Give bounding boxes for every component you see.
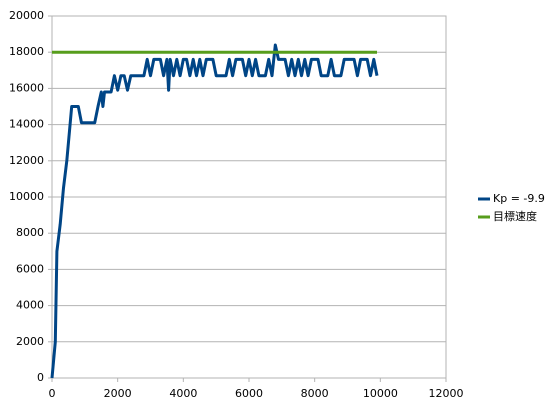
- x-tick-label: 8000: [301, 387, 329, 400]
- y-tick-label: 2000: [16, 335, 44, 348]
- x-tick-label: 2000: [104, 387, 132, 400]
- y-tick-label: 6000: [16, 262, 44, 275]
- y-tick-label: 10000: [9, 190, 44, 203]
- x-tick-label: 4000: [169, 387, 197, 400]
- y-tick-label: 0: [37, 371, 44, 384]
- y-tick-label: 14000: [9, 118, 44, 131]
- y-tick-label: 16000: [9, 81, 44, 94]
- x-tick-label: 6000: [235, 387, 263, 400]
- y-tick-label: 8000: [16, 226, 44, 239]
- x-tick-label: 12000: [429, 387, 464, 400]
- y-tick-label: 20000: [9, 9, 44, 22]
- y-tick-label: 12000: [9, 154, 44, 167]
- series-line: [50, 43, 379, 379]
- legend-label: Kp = -9.9: [493, 192, 545, 205]
- y-tick-label: 18000: [9, 45, 44, 58]
- y-tick-label: 4000: [16, 299, 44, 312]
- legend-label: 目標速度: [493, 209, 537, 223]
- x-tick-label: 0: [49, 387, 56, 400]
- x-tick-label: 10000: [363, 387, 398, 400]
